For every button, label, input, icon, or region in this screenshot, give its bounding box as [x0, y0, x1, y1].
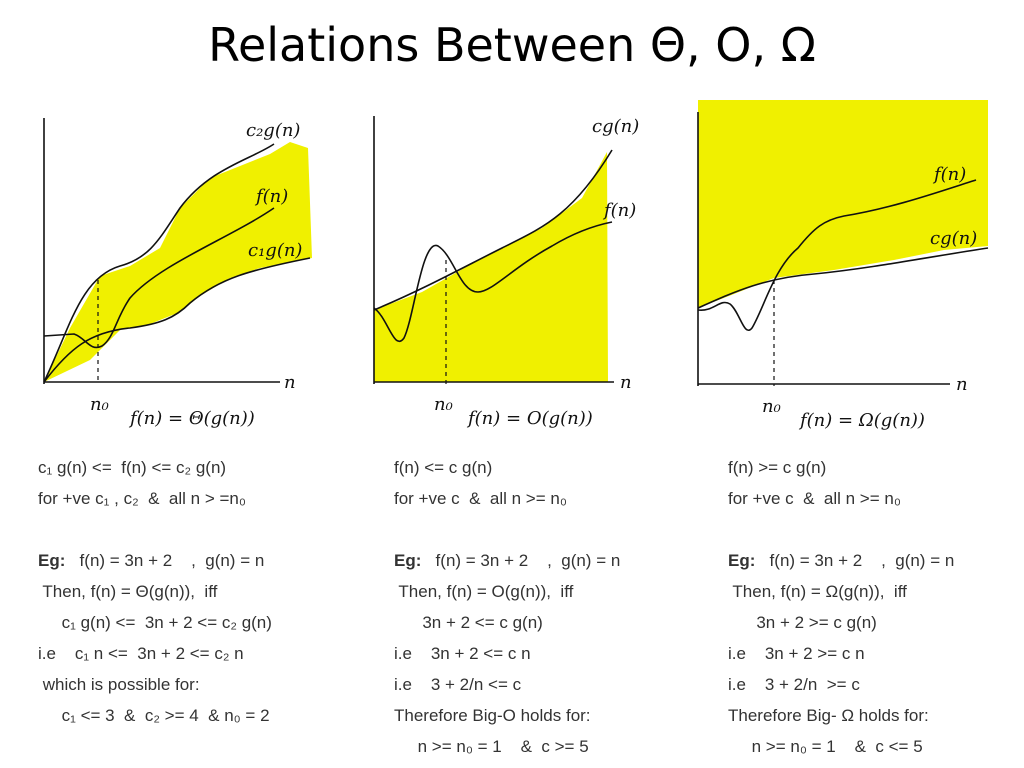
f-curve	[697, 179, 977, 331]
n0-label: n₀	[762, 396, 781, 417]
theta-graph: c₂g(n) f(n) c₁g(n) n n₀ f(n) = Θ(g(n))	[43, 118, 312, 429]
note-line: i.e 3 + 2/n >= c	[728, 675, 860, 694]
eg-label: Eg:	[38, 551, 66, 570]
note-line: Then, f(n) = O(g(n)), iff	[394, 582, 574, 601]
f-curve	[43, 207, 275, 349]
note-line: Then, f(n) = Θ(g(n)), iff	[38, 582, 218, 601]
note-line: c₁ g(n) <= 3n + 2 <= c₂ g(n)	[38, 613, 272, 632]
note-line: for +ve c & all n >= n₀	[728, 489, 901, 508]
eg-label: Eg:	[728, 551, 756, 570]
n0-label: n₀	[90, 394, 109, 415]
f-curve	[373, 221, 613, 342]
middle-label: f(n)	[602, 200, 636, 221]
omega-notes: f(n) >= c g(n) for +ve c & all n >= n₀ E…	[728, 452, 954, 762]
relation-label: f(n) = Θ(g(n))	[128, 408, 255, 429]
note-line: Therefore Big-O holds for:	[394, 706, 591, 725]
upper-label: c₂g(n)	[246, 120, 300, 141]
note-line: 3n + 2 >= c g(n)	[728, 613, 877, 632]
note-line: i.e 3 + 2/n <= c	[394, 675, 522, 694]
relation-label: f(n) = O(g(n))	[466, 408, 593, 429]
upper-label: cg(n)	[592, 116, 639, 137]
page-title: Relations Between Θ, O, Ω	[208, 18, 816, 72]
note-line	[394, 514, 620, 545]
note-line: c₁ g(n) <= f(n) <= c₂ g(n)	[38, 458, 227, 477]
omega-region	[698, 100, 988, 308]
note-line: f(n) >= c g(n)	[728, 458, 827, 477]
relation-label: f(n) = Ω(g(n))	[798, 410, 925, 431]
bigo-region	[374, 152, 608, 382]
note-line: c₁ <= 3 & c₂ >= 4 & n₀ = 2	[38, 706, 270, 725]
n0-label: n₀	[434, 394, 453, 415]
note-line: Therefore Big- Ω holds for:	[728, 706, 929, 725]
note-line: n >= n₀ = 1 & c >= 5	[394, 737, 589, 756]
axis-n-label: n	[284, 372, 296, 393]
note-line: Eg: f(n) = 3n + 2 , g(n) = n	[38, 551, 265, 570]
cg-curve	[697, 247, 989, 309]
note-line: f(n) <= c g(n)	[394, 458, 493, 477]
middle-label: f(n)	[254, 186, 288, 207]
omega-graph: f(n) cg(n) n n₀ f(n) = Ω(g(n))	[697, 100, 989, 431]
note-line	[728, 514, 954, 545]
c2g-curve	[43, 143, 275, 383]
axis-n-label: n	[620, 372, 632, 393]
axis-n-label: n	[956, 374, 968, 395]
note-line: i.e 3n + 2 <= c n	[394, 644, 531, 663]
bigo-graph: cg(n) f(n) n n₀ f(n) = O(g(n))	[373, 116, 639, 429]
note-line: which is possible for:	[38, 675, 200, 694]
note-line: n >= n₀ = 1 & c <= 5	[728, 737, 923, 756]
cg-curve	[373, 149, 613, 311]
note-line: Eg: f(n) = 3n + 2 , g(n) = n	[728, 551, 955, 570]
upper-label: f(n)	[932, 164, 966, 185]
note-line: i.e 3n + 2 >= c n	[728, 644, 865, 663]
note-line: 3n + 2 <= c g(n)	[394, 613, 543, 632]
note-line: Eg: f(n) = 3n + 2 , g(n) = n	[394, 551, 621, 570]
note-line: for +ve c₁ , c₂ & all n > =n₀	[38, 489, 246, 508]
lower-label: c₁g(n)	[248, 240, 302, 261]
c1g-curve	[43, 257, 311, 383]
eg-label: Eg:	[394, 551, 422, 570]
note-line: for +ve c & all n >= n₀	[394, 489, 567, 508]
note-line	[38, 514, 272, 545]
middle-label: cg(n)	[930, 228, 977, 249]
bigo-notes: f(n) <= c g(n) for +ve c & all n >= n₀ E…	[394, 452, 620, 762]
note-line: Then, f(n) = Ω(g(n)), iff	[728, 582, 907, 601]
note-line: i.e c₁ n <= 3n + 2 <= c₂ n	[38, 644, 244, 663]
theta-notes: c₁ g(n) <= f(n) <= c₂ g(n) for +ve c₁ , …	[38, 452, 272, 731]
